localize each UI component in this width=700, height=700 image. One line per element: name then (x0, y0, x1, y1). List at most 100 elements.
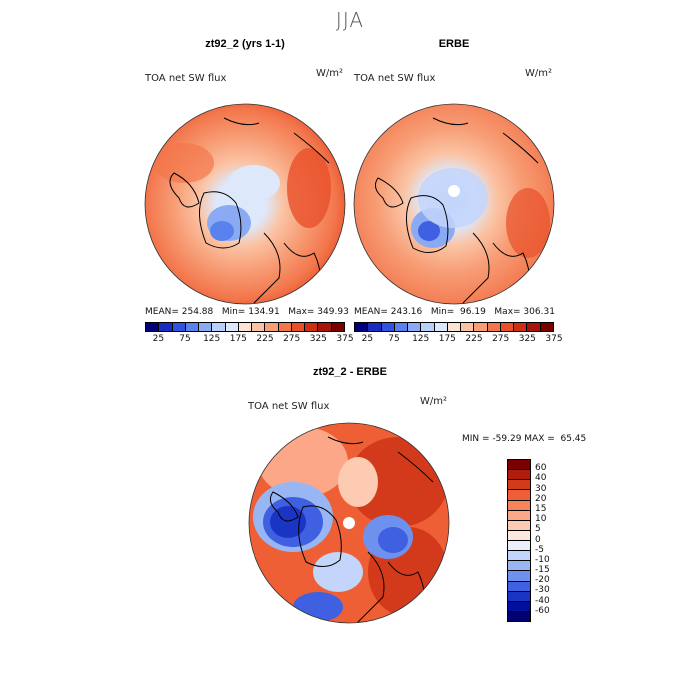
colorbar-diff-tick-label: -30 (535, 585, 550, 596)
colorbar-diff-swatch (508, 561, 530, 572)
colorbar-top-2-swatch (408, 323, 422, 331)
diff-high-ne (348, 437, 448, 527)
colorbar-diff-swatch (508, 571, 530, 582)
colorbar-top-1-tick-label: 175 (229, 334, 247, 344)
colorbar-diff-tick-label: 20 (535, 493, 547, 504)
colorbar-diff-labels: 60 40 30 20 15 10 5 0 -5 -10 -15 -20 -30 -40 -60 (535, 459, 575, 622)
colorbar-diff-tick-label: -15 (535, 565, 550, 576)
colorbar-diff-swatch (508, 490, 530, 501)
colorbar-diff-tick-label: 5 (535, 524, 541, 535)
colorbar-diff-swatch (508, 601, 530, 612)
diff-low-south (313, 552, 363, 592)
colorbar-top-2-labels: 25 75 125 175 225 275 325 375 (354, 332, 563, 346)
colorbar-top-1-swatch (331, 323, 344, 331)
colorbar-diff-swatch (508, 510, 530, 521)
colorbar-top-2-swatch (540, 323, 553, 331)
colorbar-top-2-tick-label: 225 (465, 334, 483, 344)
panel-2-high-patch-east (506, 188, 550, 258)
colorbar-top-2-tick-label: 325 (518, 334, 536, 344)
colorbar-diff-tick-label: -60 (535, 605, 550, 616)
colorbar-diff-tick-label: 40 (535, 473, 547, 484)
colorbar-top-2: 25 75 125 175 225 275 325 375 (354, 322, 563, 346)
colorbar-top-1-swatch (212, 323, 226, 331)
colorbar-diff-tick-label: 0 (535, 534, 541, 545)
panel-1-high-patch-west (154, 143, 214, 183)
diff-panel-units: W/m² (420, 396, 448, 407)
colorbar-top-2-tick-label: 375 (545, 334, 563, 344)
colorbar-top-2-swatch (527, 323, 541, 331)
colorbar-diff-swatch (508, 480, 530, 491)
colorbar-top-1-tick-label: 25 (152, 334, 165, 344)
colorbar-top-1-labels: 25 75 125 175 225 275 325 375 (145, 332, 354, 346)
colorbar-diff-tick-label: -10 (535, 554, 550, 565)
panel-1-stats: MEAN= 254.88 Min= 134.91 Max= 349.93 (145, 307, 349, 317)
colorbar-top-2-swatch (368, 323, 382, 331)
colorbar-top-2-swatch (447, 323, 462, 331)
colorbar-top-2-swatch (487, 323, 501, 331)
colorbar-diff-tick-label: 15 (535, 503, 547, 514)
figure-title: JJA (335, 8, 365, 32)
colorbar-diff-swatch (508, 530, 530, 541)
colorbar-top-1-swatch (278, 323, 292, 331)
colorbar-diff-swatch (508, 581, 530, 592)
panel-2-units: W/m² (525, 68, 553, 79)
panel-2-greenland-min (418, 221, 440, 241)
panel-2-polar-map (353, 103, 555, 305)
colorbar-top-1-swatch (238, 323, 253, 331)
colorbar-diff-tick-label: -20 (535, 575, 550, 586)
colorbar-top-2-tick-label: 75 (388, 334, 400, 344)
colorbar-diff-swatch (508, 470, 530, 481)
diff-light-center (338, 457, 378, 507)
colorbar-top-2-tick-label: 275 (492, 334, 510, 344)
colorbar-top-1-swatch (159, 323, 173, 331)
colorbar-top-2-tick-label: 125 (412, 334, 430, 344)
diff-min-west (270, 506, 306, 538)
colorbar-top-1-swatch (146, 323, 160, 331)
panel-2-stats: MEAN= 243.16 Min= 96.19 Max= 306.31 (354, 307, 555, 317)
colorbar-top-1-swatch (305, 323, 319, 331)
colorbar-top-1-swatch (199, 323, 213, 331)
colorbar-top-1-tick-label: 325 (309, 334, 327, 344)
colorbar-diff-swatches (507, 459, 531, 622)
panel-2-title: ERBE (438, 38, 470, 50)
panel-1-coastline-greenland (199, 191, 242, 249)
panel-1-title: zt92_2 (yrs 1-1) (205, 38, 285, 50)
panel-1-units: W/m² (316, 68, 344, 79)
diff-low-east-core (378, 527, 408, 553)
colorbar-top-2-swatch (421, 323, 435, 331)
colorbar-top-1-swatch (172, 323, 186, 331)
colorbar-diff-tick-label: 10 (535, 514, 547, 525)
colorbar-diff-swatch (508, 500, 530, 511)
colorbar-diff-tick-label: 60 (535, 463, 547, 474)
colorbar-diff-swatch (508, 460, 530, 471)
panel-1-variable-label: TOA net SW flux (145, 73, 227, 84)
colorbar-top-2-swatches (354, 322, 554, 332)
panel-1-coastline-north (169, 117, 330, 208)
diff-panel-min-max: MIN = -59.29 MAX = 65.45 (462, 434, 587, 444)
colorbar-top-1-tick-label: 75 (179, 334, 191, 344)
colorbar-top-2-swatch (500, 323, 515, 331)
colorbar-top-2-swatch (381, 323, 395, 331)
diff-coastline-greenland (298, 505, 342, 567)
colorbar-top-1-tick-label: 275 (283, 334, 301, 344)
colorbar-top-2-swatch (514, 323, 528, 331)
panel-1-greenland-min (210, 221, 234, 241)
panel-2-arctic-ocean (418, 168, 488, 228)
colorbar-top-1-swatch (291, 323, 306, 331)
panel-2-variable-label: TOA net SW flux (354, 73, 436, 84)
colorbar-top-2-swatch (474, 323, 488, 331)
diff-panel-title: zt92_2 - ERBE (313, 366, 387, 378)
colorbar-top-2-swatch (394, 323, 409, 331)
diff-low-bottom (293, 592, 343, 622)
colorbar-top-1-tick-label: 225 (256, 334, 274, 344)
panel-2-coastline-greenland (406, 195, 449, 253)
colorbar-top-2-tick-label: 175 (438, 334, 456, 344)
colorbar-top-2-swatch (461, 323, 475, 331)
colorbar-diff-swatch (508, 520, 530, 531)
colorbar-diff-swatch (508, 611, 530, 621)
panel-2-coastline-north (374, 117, 539, 208)
colorbar-top-2-swatch (434, 323, 448, 331)
colorbar-diff-tick-label: -5 (535, 544, 544, 555)
colorbar-top-1-swatch (318, 323, 332, 331)
diff-pole-gap (343, 517, 355, 529)
